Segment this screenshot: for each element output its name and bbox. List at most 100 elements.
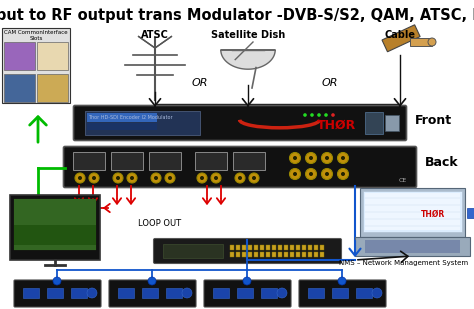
Circle shape [243,277,251,285]
Bar [302,245,306,250]
Bar [284,245,288,250]
Bar [356,288,372,298]
Text: RF input to RF output trans Modulator -DVB-S/S2, QAM, ATSC, DVB-T: RF input to RF output trans Modulator -D… [0,8,474,23]
Text: ATSC: ATSC [141,30,169,40]
Circle shape [293,172,297,176]
Bar [166,288,182,298]
Bar [302,252,306,257]
Bar [10,195,100,260]
Polygon shape [221,50,275,69]
Bar [2,28,70,103]
Text: LOOP OUT: LOOP OUT [138,218,181,227]
Circle shape [89,173,99,183]
Text: Thor HD-SDI Encoder I2 Modulator: Thor HD-SDI Encoder I2 Modulator [88,115,173,120]
Bar [111,152,143,170]
Bar [242,252,246,257]
Bar [233,152,265,170]
Bar [87,123,157,130]
Bar [236,252,240,257]
Circle shape [324,113,328,117]
Bar [365,112,383,134]
Bar [320,245,324,250]
FancyBboxPatch shape [73,105,407,141]
Circle shape [325,172,329,176]
Bar [296,252,300,257]
Circle shape [341,156,345,160]
Bar [71,288,87,298]
Bar [23,288,39,298]
Bar [261,288,277,298]
Bar [320,252,324,257]
Text: IPTV OUT: IPTV OUT [390,214,429,222]
Bar [85,111,200,135]
Bar [266,245,270,250]
Bar [230,245,234,250]
Bar [149,152,181,170]
Circle shape [325,156,329,160]
Bar [308,245,312,250]
Bar [308,252,312,257]
Circle shape [200,176,204,180]
Bar [230,252,234,257]
Bar [237,288,253,298]
Circle shape [428,38,436,46]
Circle shape [290,168,301,180]
Text: Satellite Dish: Satellite Dish [211,30,285,40]
Bar [142,288,158,298]
Circle shape [306,153,317,163]
Bar [4,42,35,70]
Bar [14,225,96,245]
Bar [260,245,264,250]
FancyBboxPatch shape [14,280,101,307]
Circle shape [211,173,221,183]
Bar [4,74,35,102]
Circle shape [75,173,85,183]
Text: THØR: THØR [421,209,446,218]
Bar [47,288,63,298]
Bar [365,193,460,230]
Circle shape [182,288,192,298]
Circle shape [151,173,161,183]
Circle shape [310,113,314,117]
Circle shape [165,173,175,183]
Circle shape [337,168,348,180]
Bar [260,252,264,257]
Circle shape [53,277,61,285]
Circle shape [341,172,345,176]
Text: Back: Back [425,155,459,168]
Bar [272,245,276,250]
Bar [254,252,258,257]
Circle shape [309,156,313,160]
Circle shape [148,277,156,285]
Bar [290,245,294,250]
Text: CAM CommonInterface
Slots: CAM CommonInterface Slots [4,30,68,41]
Bar [365,240,460,253]
FancyBboxPatch shape [109,280,196,307]
Bar [266,252,270,257]
Circle shape [331,113,335,117]
Circle shape [277,288,287,298]
Bar [382,25,420,52]
Bar [14,199,96,250]
Bar [467,208,474,218]
Circle shape [306,168,317,180]
Bar [360,188,465,237]
Circle shape [113,173,123,183]
Circle shape [290,153,301,163]
Bar [163,244,223,258]
Circle shape [92,176,96,180]
Bar [254,245,258,250]
Circle shape [87,288,97,298]
Bar [385,115,399,131]
Text: THØR: THØR [318,118,356,132]
Circle shape [154,176,158,180]
Circle shape [78,176,82,180]
FancyBboxPatch shape [64,146,417,188]
Circle shape [303,113,307,117]
Bar [248,252,252,257]
Bar [236,245,240,250]
Circle shape [127,173,137,183]
Text: NMS – Network Management System: NMS – Network Management System [339,260,468,266]
Circle shape [249,173,259,183]
Bar [195,152,227,170]
